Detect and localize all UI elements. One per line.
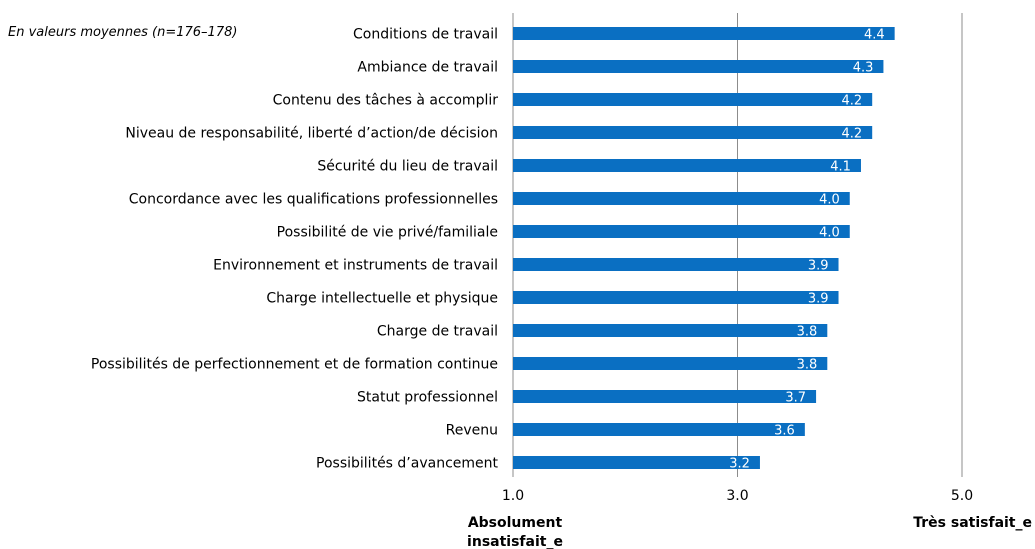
bar [513,225,850,238]
gridlines [512,13,963,477]
category-label: Concordance avec les qualifications prof… [129,192,498,208]
category-label: Charge de travail [377,324,498,340]
category-label: Conditions de travail [353,27,498,43]
category-label: Statut professionnel [357,390,498,406]
bar [513,192,850,205]
category-label: Environnement et instruments de travail [213,258,498,274]
bar [513,291,839,304]
bar [513,60,884,73]
value-label: 3.2 [729,457,750,472]
value-label: 3.7 [785,391,806,406]
bar [513,126,873,139]
bar [513,258,839,271]
chart-note: En valeurs moyennes (n=176–178) [8,25,237,40]
bars [513,27,895,469]
value-labels: 4.4 4.3 4.2 4.2 4.1 4.0 4.0 3.9 3.9 3.8 3.8 3.7 3.6 3… [729,28,884,472]
category-label: Possibilités de perfectionnement et de f… [91,357,498,373]
bar [513,390,817,403]
category-label: Possibilités d’avancement [316,456,498,472]
category-label: Revenu [446,423,498,439]
value-label: 3.8 [797,325,818,340]
value-label: 4.4 [864,28,885,43]
category-label: Niveau de responsabilité, liberté d’acti… [125,126,498,142]
x-tick-label: 5.0 [951,488,973,504]
category-label: Possibilité de vie privé/familiale [277,225,498,241]
scale-min-label-line1: Absolument [468,515,563,531]
category-label: Sécurité du lieu de travail [317,159,498,175]
value-label: 4.3 [853,61,874,76]
category-labels: Conditions de travail Ambiance de travail… [91,27,499,472]
value-label: 4.0 [819,226,840,241]
value-label: 4.0 [819,193,840,208]
scale-max-label: Très satisfait_e [913,515,1032,531]
bar [513,93,873,106]
category-label: Ambiance de travail [357,60,498,76]
bar [513,27,895,40]
value-label: 4.2 [842,94,863,109]
bar [513,423,805,436]
scale-min-label-line2: insatisfait_e [467,534,563,549]
bar [513,456,760,469]
x-tick-label: 1.0 [502,488,524,504]
category-label: Charge intellectuelle et physique [266,291,498,307]
value-label: 3.9 [808,259,829,274]
value-label: 3.6 [774,424,795,439]
value-label: 3.9 [808,292,829,307]
bar [513,357,828,370]
x-tick-label: 3.0 [726,488,748,504]
category-label: Contenu des tâches à accomplir [273,93,499,109]
bar [513,159,861,172]
value-label: 4.2 [842,127,863,142]
value-label: 4.1 [830,160,851,175]
bar [513,324,828,337]
x-tick-labels: 1.0 3.0 5.0 [502,488,973,504]
value-label: 3.8 [797,358,818,373]
